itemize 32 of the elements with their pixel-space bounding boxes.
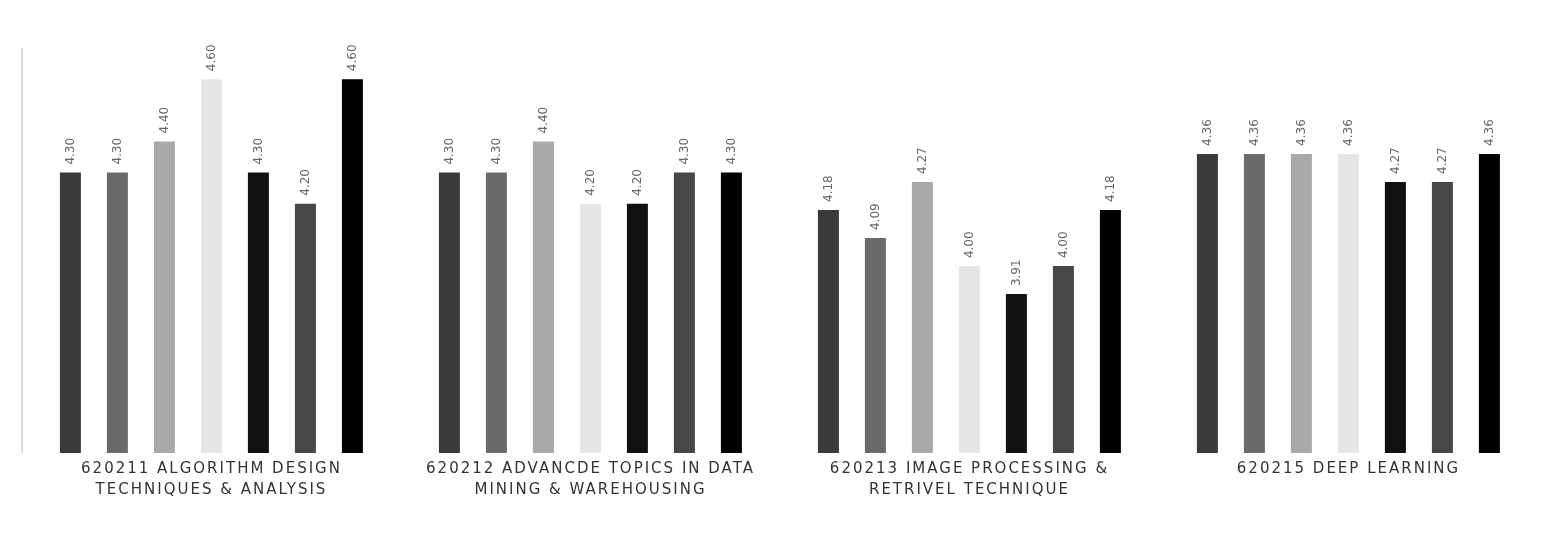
data-label: 4.18	[1103, 175, 1118, 202]
data-label: 4.36	[1200, 119, 1215, 146]
data-label: 4.20	[298, 169, 313, 196]
data-label: 4.30	[724, 137, 739, 165]
data-label: 4.30	[251, 137, 266, 165]
data-label: 4.40	[536, 106, 551, 134]
data-label: 4.00	[1056, 231, 1071, 259]
data-label: 4.30	[110, 137, 125, 165]
data-label: 4.60	[204, 44, 219, 72]
data-label: 4.18	[821, 175, 836, 202]
data-label: 4.20	[630, 169, 645, 196]
data-label: 4.27	[1435, 147, 1450, 174]
data-label: 4.30	[63, 137, 78, 165]
data-label: 4.36	[1294, 119, 1309, 146]
data-label: 4.09	[868, 203, 883, 231]
data-label: 4.36	[1247, 119, 1262, 146]
data-label: 3.91	[1009, 259, 1024, 287]
data-label: 4.30	[442, 137, 457, 165]
data-label: 4.60	[345, 44, 360, 72]
data-label: 4.36	[1341, 119, 1356, 146]
data-label: 4.27	[915, 147, 930, 174]
data-label: 4.36	[1482, 119, 1497, 146]
data-label: 4.20	[583, 169, 598, 196]
data-label: 4.00	[962, 231, 977, 259]
data-label: 4.30	[489, 137, 504, 165]
x-tick-label: 620211 ALGORITHM DESIGN TECHNIQUES & ANALYSIS	[81, 459, 342, 498]
data-label: 4.40	[157, 106, 172, 134]
x-tick-label: 620212 ADVANCDE TOPICS IN DATA MINING & WAREHOUSING	[426, 459, 755, 498]
x-tick-label: 620213 IMAGE PROCESSING & RETRIVEL TECHNIQUE	[829, 459, 1110, 498]
x-tick-label: 620215 DEEP LEARNING	[1236, 459, 1461, 477]
data-label: 4.30	[677, 137, 692, 165]
data-label: 4.27	[1388, 147, 1403, 174]
